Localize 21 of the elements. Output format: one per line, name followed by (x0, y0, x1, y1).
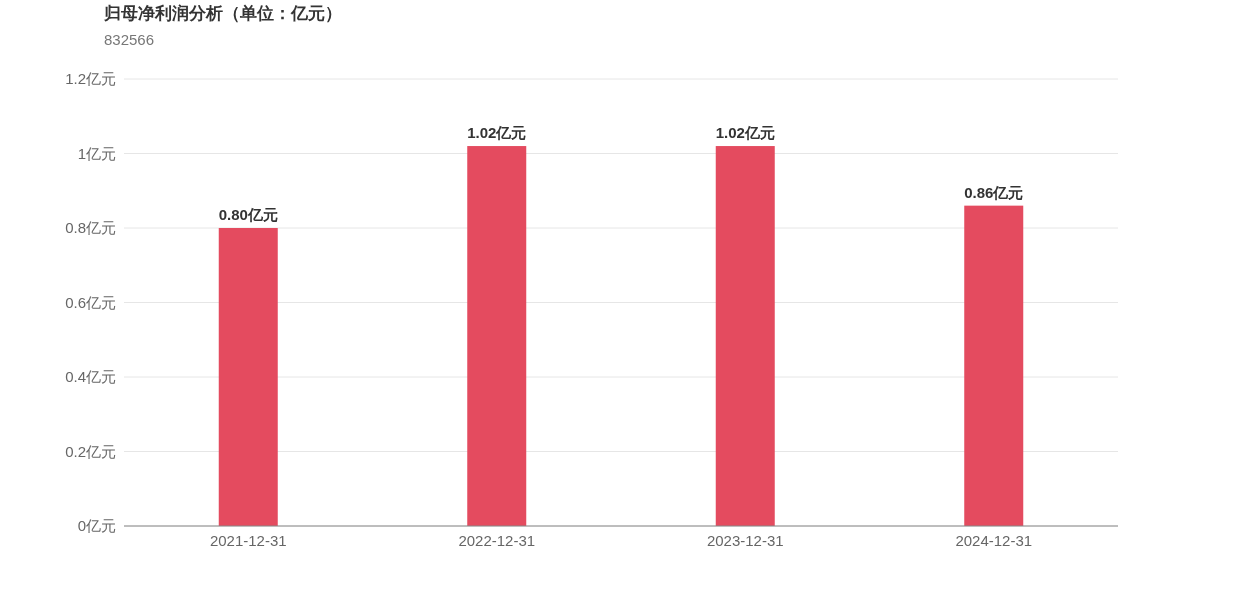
chart-subtitle: 832566 (104, 31, 155, 48)
bar (467, 146, 527, 526)
y-tick-label: 1亿元 (77, 144, 116, 162)
data-label: 0.80亿元 (218, 206, 278, 223)
y-tick-label: 1.2亿元 (65, 70, 116, 88)
x-tick-label: 2023-12-31 (706, 532, 784, 549)
chart-title: 归母净利润分析（单位：亿元） (103, 4, 342, 23)
y-tick-label: 0亿元 (77, 517, 116, 535)
x-tick-label: 2022-12-31 (458, 532, 536, 549)
data-label: 1.02亿元 (467, 124, 527, 142)
bar (218, 228, 278, 526)
y-tick-label: 0.8亿元 (65, 219, 116, 237)
bar (964, 205, 1024, 526)
bar (715, 146, 775, 526)
y-tick-label: 0.2亿元 (65, 442, 116, 460)
x-tick-label: 2021-12-31 (209, 532, 287, 549)
x-tick-label: 2024-12-31 (955, 532, 1033, 549)
data-label: 1.02亿元 (715, 124, 775, 142)
data-label: 0.86亿元 (964, 183, 1024, 201)
y-tick-label: 0.6亿元 (65, 293, 116, 311)
y-tick-label: 0.4亿元 (65, 368, 116, 386)
